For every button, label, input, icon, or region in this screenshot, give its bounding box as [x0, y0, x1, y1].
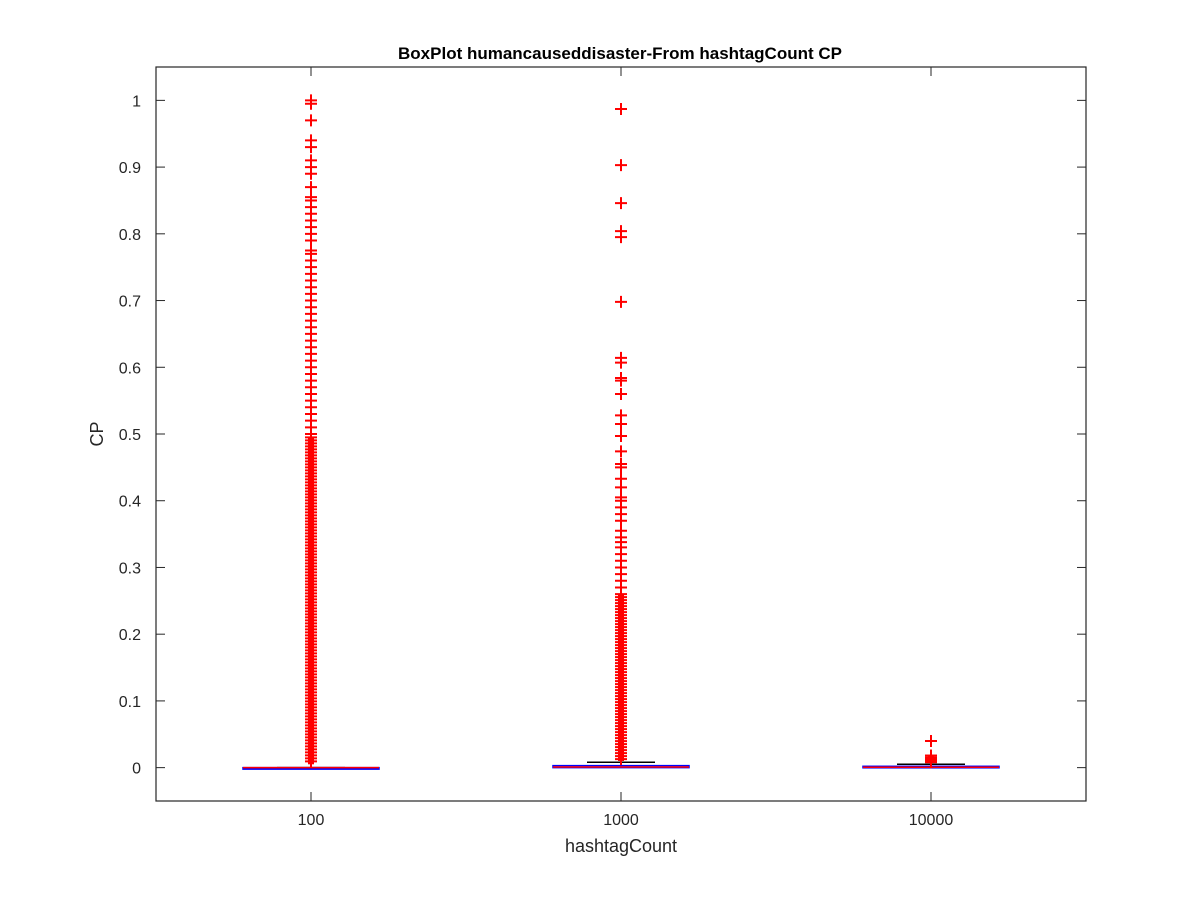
- x-tick-label: 1000: [603, 812, 639, 829]
- y-tick-label: 0.6: [119, 360, 141, 377]
- y-tick-label: 0.8: [119, 227, 141, 244]
- outlier-marker: [615, 103, 627, 116]
- outlier-marker: [615, 430, 627, 443]
- y-tick-label: 0.9: [119, 160, 141, 177]
- outlier-marker: [925, 756, 937, 769]
- outlier-marker: [615, 514, 627, 527]
- outlier-marker: [615, 445, 627, 458]
- outlier-marker: [615, 753, 627, 766]
- y-axis-label: CP: [87, 421, 107, 446]
- y-tick-label: 0: [132, 761, 141, 778]
- outlier-marker: [615, 461, 627, 474]
- chart-title: BoxPlot humancauseddisaster-From hashtag…: [398, 44, 842, 63]
- x-axis-label: hashtagCount: [565, 836, 677, 856]
- y-tick-label: 0.7: [119, 294, 141, 311]
- x-tick-label: 100: [298, 812, 325, 829]
- outlier-marker: [615, 197, 627, 210]
- plot-area: [242, 94, 1000, 770]
- outlier-marker: [615, 356, 627, 369]
- outlier-marker: [305, 141, 317, 154]
- outlier-marker: [615, 387, 627, 400]
- outlier-marker: [305, 97, 317, 110]
- axis-ticks: 0 0.1 0.2 0.3 0.4 0.5 0.6 0.7 0.8 0.9 1 100 1000 1000…: [119, 67, 1086, 829]
- outlier-marker: [615, 417, 627, 430]
- outlier-marker: [305, 428, 317, 440]
- y-tick-label: 1: [132, 93, 141, 110]
- outlier-marker: [305, 114, 317, 127]
- outlier-marker: [305, 234, 317, 247]
- outlier-marker: [615, 295, 627, 308]
- y-tick-label: 0.5: [119, 427, 141, 444]
- x-tick-label: 10000: [909, 812, 954, 829]
- outlier-marker: [925, 734, 937, 747]
- box-group-10000: [862, 734, 1000, 769]
- outlier-marker: [615, 159, 627, 172]
- box-group-1000: [552, 103, 690, 769]
- y-tick-label: 0.3: [119, 560, 141, 577]
- y-tick-label: 0.2: [119, 627, 141, 644]
- outlier-marker: [615, 581, 627, 594]
- outlier-marker: [305, 181, 317, 194]
- y-tick-label: 0.1: [119, 694, 141, 711]
- outlier-marker: [615, 231, 627, 244]
- outlier-marker: [305, 755, 317, 768]
- box-group-100: [242, 94, 380, 770]
- y-tick-label: 0.4: [119, 494, 141, 511]
- outlier-marker: [615, 481, 627, 494]
- outlier-marker: [305, 167, 317, 180]
- outlier-marker: [615, 374, 627, 387]
